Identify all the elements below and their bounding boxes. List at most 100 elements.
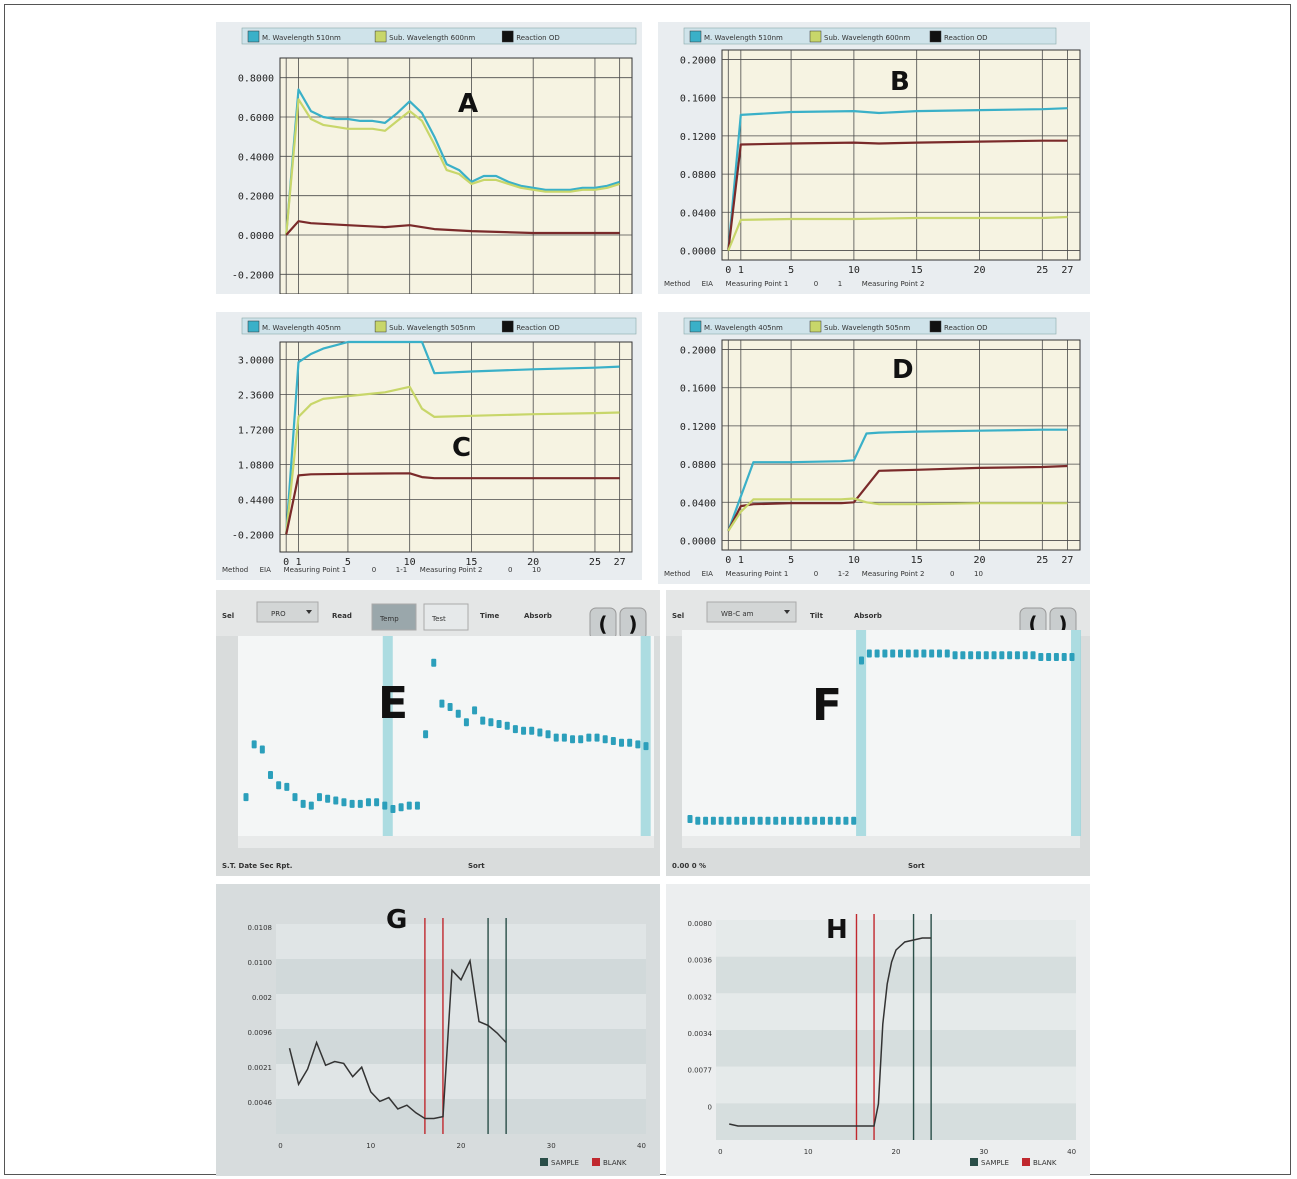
toolbar-label: Tilt: [810, 612, 824, 620]
x-tick-label: 15: [911, 265, 923, 276]
y-tick-label: 0: [708, 1103, 712, 1111]
data-point: [757, 816, 763, 825]
legend-label: Reaction OD: [516, 324, 560, 332]
data-point: [983, 651, 989, 660]
data-point: [859, 656, 865, 665]
legend-label: SAMPLE: [551, 1159, 579, 1167]
x-tick-label: 5: [345, 557, 351, 568]
x-tick-label: 0: [725, 555, 731, 566]
data-point: [414, 801, 420, 810]
plot-area: [279, 341, 633, 553]
mode-select[interactable]: [256, 601, 319, 623]
footer-text: Measuring Point 2: [862, 280, 925, 288]
footer-text: Measuring Point 2: [862, 570, 925, 578]
y-tick-label: 0.0000: [238, 231, 274, 242]
y-tick-label: 0.1600: [680, 384, 716, 395]
legend-swatch-icon: [809, 30, 822, 43]
x-tick-label: 0: [283, 557, 289, 568]
data-point: [929, 649, 935, 658]
x-tick-label: 20: [973, 555, 985, 566]
x-tick-label: 10: [804, 1148, 813, 1156]
right-paren-icon: ): [628, 612, 637, 636]
plot-band: [276, 1099, 646, 1134]
x-tick-label: 10: [848, 265, 860, 276]
legend-swatch-icon: [970, 1158, 978, 1166]
dropdown-arrow-icon: [784, 610, 790, 614]
legend-swatch-icon: [689, 320, 702, 333]
data-point: [703, 816, 709, 825]
data-point: [1053, 653, 1059, 662]
plot-band: [716, 1066, 1076, 1104]
data-point: [390, 805, 396, 813]
footer-text: Sort: [908, 862, 925, 870]
legend-swatch-icon: [689, 30, 702, 43]
plot-area: [721, 49, 1081, 261]
footer-text: 10: [974, 570, 983, 578]
data-point: [827, 816, 833, 825]
y-tick-label: 0.0034: [688, 1030, 713, 1038]
legend-label: Reaction OD: [944, 324, 988, 332]
data-point: [463, 718, 469, 727]
data-point: [382, 801, 388, 810]
data-point: [398, 803, 404, 812]
footer-text: Measuring Point 1: [726, 570, 789, 578]
legend-label: Sub. Wavelength 600nm: [824, 34, 910, 42]
x-tick-label: 30: [547, 1142, 556, 1150]
y-tick-label: 0.0077: [688, 1067, 713, 1075]
data-point: [308, 801, 314, 810]
x-tick-label: 5: [788, 265, 794, 276]
plot-area: [721, 339, 1081, 551]
data-point: [365, 798, 371, 807]
y-tick-label: 0.0000: [680, 246, 716, 257]
footer-text: 0: [508, 566, 512, 574]
legend-box: [683, 317, 1057, 335]
data-point: [781, 816, 787, 825]
data-point: [292, 793, 298, 802]
legend-label: Sub. Wavelength 505nm: [824, 324, 910, 332]
data-point: [447, 703, 453, 711]
panel-label: C: [452, 433, 471, 463]
data-point: [812, 816, 818, 825]
footer-text: Measuring Point 1: [726, 280, 789, 288]
data-point: [586, 733, 592, 742]
panel-label: D: [892, 355, 914, 385]
series-line-maroon: [285, 220, 620, 236]
data-point: [897, 649, 903, 658]
x-tick-row: [682, 836, 1080, 848]
legend-box: [241, 317, 637, 335]
y-tick-label: 0.0080: [688, 920, 713, 928]
plot-band: [276, 1064, 646, 1099]
data-point: [734, 816, 740, 825]
data-point: [537, 728, 543, 737]
footer-text: EIA: [702, 280, 713, 288]
tab-temp[interactable]: [371, 603, 417, 631]
chart-svg-a: M. Wavelength 510nm Sub. Wavelength 600nm…: [216, 22, 642, 294]
toolbar-label: Absorb: [854, 612, 882, 620]
data-point: [882, 649, 888, 658]
legend-label: M. Wavelength 405nm: [704, 324, 783, 332]
toolbar-label: Sel: [672, 612, 684, 620]
series-line-cyan: [727, 428, 1068, 532]
y-tick-label: 0.0108: [248, 924, 273, 932]
data-point: [921, 649, 927, 658]
data-point: [439, 699, 445, 708]
mode-select[interactable]: [706, 601, 797, 623]
panel-f: Sel WB-C am Tilt Absorb () F 0.00 0 % Sort: [666, 590, 1090, 876]
panel-label: F: [812, 680, 842, 731]
chart-svg-e: Sel PRO Read Temp Test Time Absorb () E S.T. Date…: [216, 590, 660, 876]
y-tick-label: 0.8000: [238, 74, 274, 85]
legend-swatch-icon: [247, 30, 260, 43]
y-tick-label: 0.0036: [688, 957, 713, 965]
data-point: [643, 742, 649, 751]
tab-test[interactable]: [423, 603, 469, 631]
data-point: [710, 816, 716, 825]
panel-label: H: [826, 915, 848, 945]
x-tick-label: 20: [973, 265, 985, 276]
legend-swatch-icon: [1022, 1158, 1030, 1166]
series-line-cyan: [285, 340, 620, 535]
data-point: [991, 651, 997, 660]
data-point: [874, 649, 880, 658]
marker-band: [640, 636, 651, 836]
legend-label: Sub. Wavelength 505nm: [389, 324, 475, 332]
legend-label: BLANK: [603, 1159, 627, 1167]
